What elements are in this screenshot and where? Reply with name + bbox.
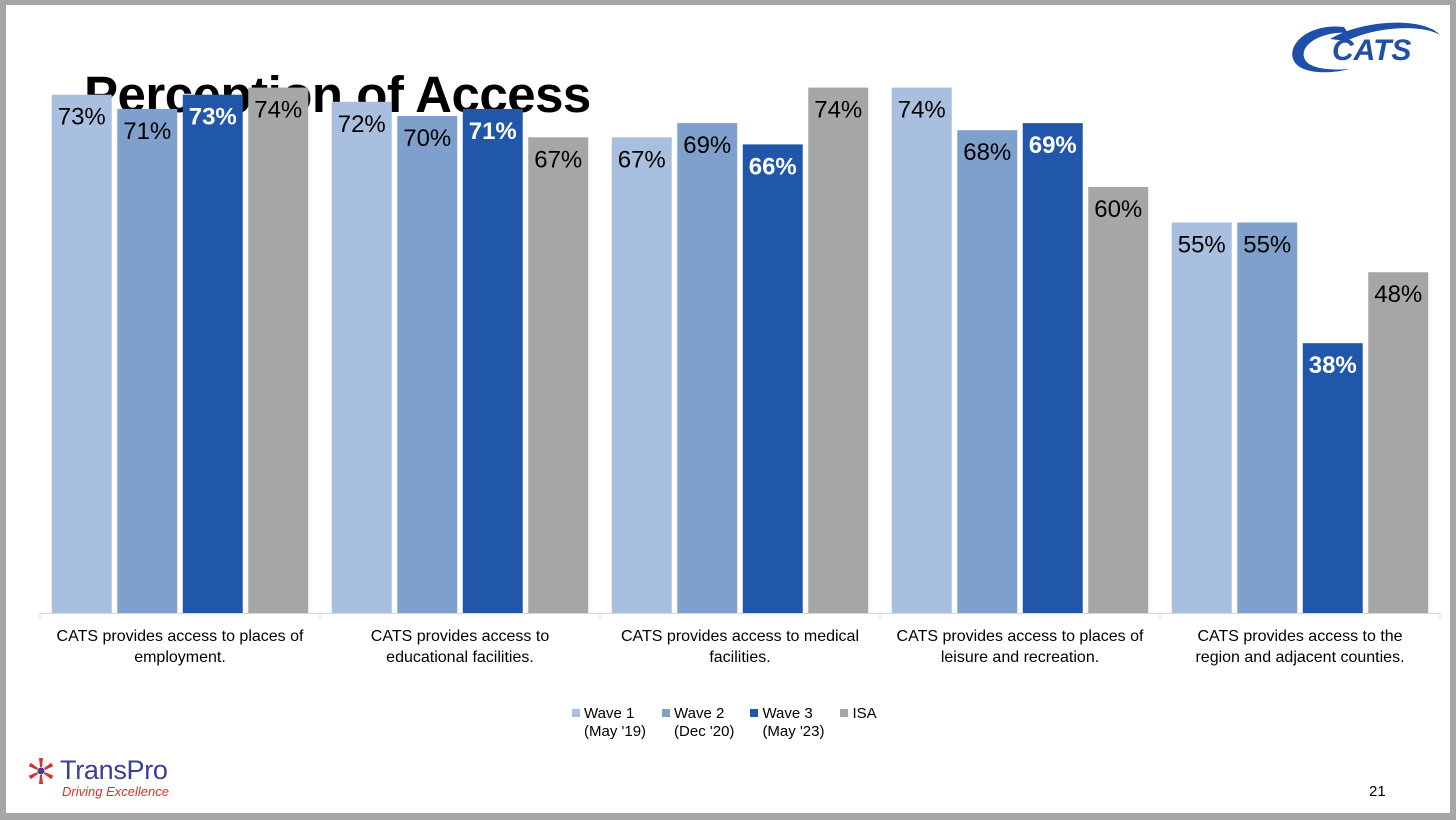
category-label-2: CATS provides access to educational facil… — [371, 628, 550, 666]
bar-wave3-5 — [1302, 343, 1363, 613]
page-number: 21 — [1369, 783, 1386, 800]
data-label-wave2-1: 71% — [123, 118, 171, 145]
data-label-wave3-5: 38% — [1309, 352, 1357, 379]
legend-label-wave1: Wave 1 (May '19) — [584, 705, 647, 740]
bar-wave2-2 — [397, 116, 458, 613]
legend-item-wave1: Wave 1 (May '19) — [572, 705, 646, 741]
transpro-burst-icon — [28, 757, 54, 784]
chart-legend: Wave 1 (May '19) Wave 2 (Dec '20) Wave 3 (… — [572, 705, 893, 741]
data-label-wave3-4: 69% — [1029, 132, 1077, 159]
data-label-wave2-2: 70% — [403, 125, 451, 152]
data-label-isa-5: 48% — [1374, 281, 1422, 308]
data-label-wave1-4: 74% — [898, 97, 946, 124]
legend-swatch-isa — [840, 709, 849, 717]
legend-label-wave2: Wave 2 (Dec '20) — [674, 705, 735, 740]
bar-wave3-4 — [1022, 123, 1083, 613]
data-label-isa-4: 60% — [1094, 196, 1142, 223]
bar-wave2-1 — [117, 108, 178, 614]
slide: Perception of Access CATS 73% 71% 73% 74% CA… — [6, 5, 1450, 813]
category-label-3: CATS provides access to medical facilitie… — [621, 628, 859, 666]
legend-item-isa: ISA — [840, 705, 877, 741]
bar-wave1-5 — [1171, 222, 1232, 613]
data-label-wave1-1: 73% — [58, 104, 106, 131]
data-label-wave3-1: 73% — [189, 104, 237, 131]
data-label-wave2-5: 55% — [1243, 232, 1291, 259]
legend-swatch-wave1 — [572, 709, 580, 717]
data-label-isa-3: 74% — [814, 97, 862, 124]
bar-wave2-5 — [1237, 222, 1298, 613]
legend-item-wave3: Wave 3 (May '23) — [750, 705, 824, 741]
legend-item-wave2: Wave 2 (Dec '20) — [662, 705, 734, 741]
legend-label-wave3: Wave 3 (May '23) — [762, 705, 825, 740]
data-label-isa-1: 74% — [254, 97, 302, 124]
transpro-tagline: Driving Excellence — [62, 784, 169, 799]
bar-wave3-2 — [462, 108, 523, 614]
transpro-name: TransPro — [60, 755, 168, 785]
data-label-wave1-5: 55% — [1178, 232, 1226, 259]
bar-wave1-2 — [331, 101, 392, 614]
bar-wave3-1 — [182, 94, 243, 613]
transpro-logo: TransPro Driving Excellence — [26, 755, 169, 799]
bar-chart: 73% 71% 73% 74% CATS provides access to plac… — [39, 87, 1441, 666]
cats-logo: CATS — [1284, 11, 1444, 77]
bar-wave3-3 — [742, 144, 803, 613]
bar-isa-4 — [1088, 187, 1149, 613]
legend-label-isa: ISA — [852, 705, 877, 722]
bar-isa-5 — [1368, 272, 1429, 613]
bar-isa-1 — [248, 87, 309, 614]
category-label-1: CATS provides access to places of employm… — [57, 628, 304, 666]
data-label-wave2-4: 68% — [963, 139, 1011, 166]
data-label-isa-2: 67% — [534, 146, 582, 173]
legend-swatch-wave2 — [662, 709, 671, 717]
bar-wave1-4 — [891, 87, 952, 614]
bar-wave2-4 — [957, 130, 1018, 613]
data-label-wave1-3: 67% — [618, 146, 666, 173]
bar-isa-2 — [528, 137, 589, 614]
cats-logo-text: CATS — [1332, 34, 1411, 67]
data-label-wave1-2: 72% — [338, 111, 386, 138]
bar-isa-3 — [808, 87, 869, 614]
category-label-4: CATS provides access to places of leisure… — [897, 628, 1144, 666]
bar-wave2-3 — [677, 123, 738, 613]
data-label-wave3-3: 66% — [749, 153, 797, 180]
bar-wave1-3 — [611, 137, 672, 614]
data-label-wave2-3: 69% — [683, 132, 731, 159]
category-label-5: CATS provides access to the region and ad… — [1195, 628, 1404, 666]
legend-swatch-wave3 — [750, 709, 759, 717]
bar-wave1-1 — [51, 94, 112, 613]
data-label-wave3-2: 71% — [469, 118, 517, 145]
cats-logo-mark: CATS — [1292, 22, 1440, 73]
